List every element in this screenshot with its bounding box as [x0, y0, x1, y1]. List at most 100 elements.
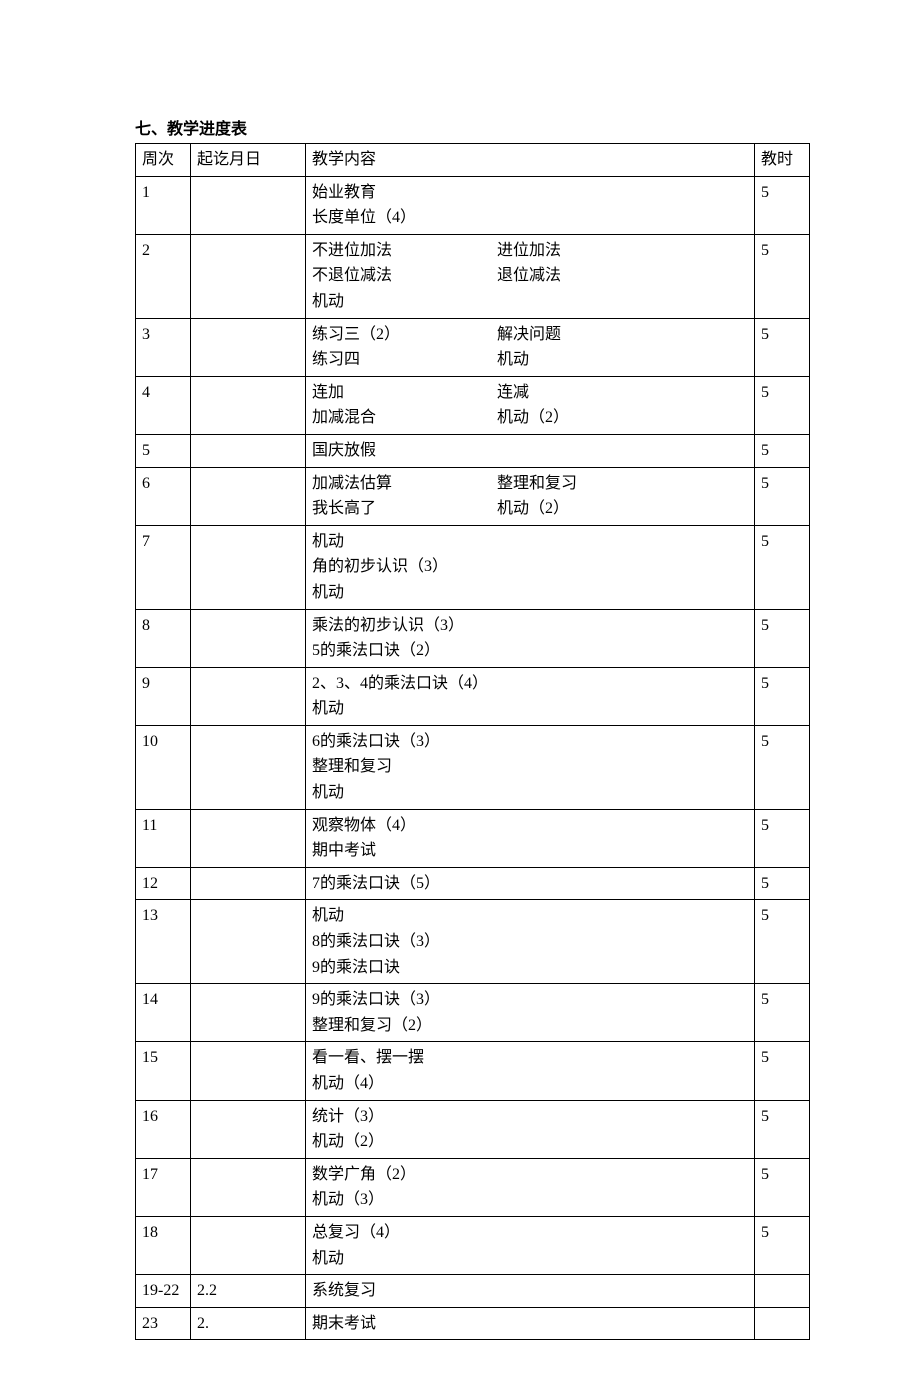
- cell-week: 18: [136, 1216, 191, 1274]
- table-row: 127的乘法口诀（5）5: [136, 867, 810, 900]
- cell-week: 15: [136, 1042, 191, 1100]
- content-line: 总复习（4）: [312, 1220, 748, 1246]
- content-left: 期末考试: [312, 1311, 497, 1337]
- cell-hours: 5: [755, 1100, 810, 1158]
- content-left: 机动（3）: [312, 1187, 497, 1213]
- cell-date: [191, 984, 306, 1042]
- content-line: 9的乘法口诀（3）: [312, 987, 748, 1013]
- content-line: 不进位加法进位加法: [312, 238, 748, 264]
- content-line: 机动: [312, 289, 748, 315]
- content-right: 解决问题: [497, 322, 748, 348]
- cell-hours: 5: [755, 900, 810, 984]
- cell-content: 加减法估算整理和复习我长高了机动（2）: [306, 467, 755, 525]
- content-line: 加减混合机动（2）: [312, 405, 748, 431]
- content-line: 8的乘法口诀（3）: [312, 929, 748, 955]
- content-left: 9的乘法口诀（3）: [312, 987, 497, 1013]
- cell-content: 机动角的初步认识（3）机动: [306, 525, 755, 609]
- content-line: 整理和复习（2）: [312, 1013, 748, 1039]
- content-left: 总复习（4）: [312, 1220, 497, 1246]
- table-row: 15看一看、摆一摆机动（4）5: [136, 1042, 810, 1100]
- content-left: 整理和复习: [312, 754, 497, 780]
- content-left: 机动: [312, 903, 497, 929]
- content-line: 机动（4）: [312, 1071, 748, 1097]
- cell-content: 观察物体（4）期中考试: [306, 809, 755, 867]
- cell-hours: 5: [755, 176, 810, 234]
- cell-content: 6的乘法口诀（3）整理和复习机动: [306, 725, 755, 809]
- cell-week: 11: [136, 809, 191, 867]
- content-left: 机动: [312, 529, 497, 555]
- header-week: 周次: [136, 144, 191, 177]
- cell-date: [191, 467, 306, 525]
- cell-week: 13: [136, 900, 191, 984]
- cell-date: [191, 609, 306, 667]
- table-row: 106的乘法口诀（3）整理和复习机动5: [136, 725, 810, 809]
- content-line: 国庆放假: [312, 438, 748, 464]
- content-left: 机动（4）: [312, 1071, 497, 1097]
- content-line: 6的乘法口诀（3）: [312, 729, 748, 755]
- content-left: 7的乘法口诀（5）: [312, 871, 497, 897]
- content-line: 期末考试: [312, 1311, 748, 1337]
- cell-hours: 5: [755, 809, 810, 867]
- table-row: 7 机动角的初步认识（3）机动5: [136, 525, 810, 609]
- header-content: 教学内容: [306, 144, 755, 177]
- cell-date: [191, 434, 306, 467]
- cell-hours: 5: [755, 234, 810, 318]
- content-left: 机动: [312, 289, 497, 315]
- content-line: 练习四机动: [312, 347, 748, 373]
- content-left: 机动: [312, 1246, 497, 1272]
- cell-content: 系统复习: [306, 1275, 755, 1308]
- content-left: 6的乘法口诀（3）: [312, 729, 497, 755]
- header-date: 起讫月日: [191, 144, 306, 177]
- cell-date: [191, 525, 306, 609]
- content-line: 5的乘法口诀（2）: [312, 638, 748, 664]
- content-right: 退位减法: [497, 263, 748, 289]
- cell-week: 5: [136, 434, 191, 467]
- cell-date: [191, 1042, 306, 1100]
- content-line: 期中考试: [312, 838, 748, 864]
- cell-content: 不进位加法进位加法不退位减法退位减法机动: [306, 234, 755, 318]
- content-line: 连加连减: [312, 380, 748, 406]
- cell-date: [191, 809, 306, 867]
- content-line: 系统复习: [312, 1278, 748, 1304]
- cell-hours: 5: [755, 467, 810, 525]
- cell-week: 7: [136, 525, 191, 609]
- cell-hours: 5: [755, 1158, 810, 1216]
- cell-date: 2.: [191, 1307, 306, 1340]
- content-line: 2、3、4的乘法口诀（4）: [312, 671, 748, 697]
- content-line: 角的初步认识（3）: [312, 554, 748, 580]
- cell-week: 10: [136, 725, 191, 809]
- content-left: 机动: [312, 696, 497, 722]
- content-left: 观察物体（4）: [312, 813, 497, 839]
- content-line: 不退位减法退位减法: [312, 263, 748, 289]
- content-right: 机动（2）: [497, 405, 748, 431]
- cell-date: [191, 900, 306, 984]
- table-row: 17数学广角（2）机动（3）5: [136, 1158, 810, 1216]
- content-left: 看一看、摆一摆: [312, 1045, 497, 1071]
- table-row: 6加减法估算整理和复习我长高了机动（2）5: [136, 467, 810, 525]
- content-line: 整理和复习: [312, 754, 748, 780]
- cell-hours: 5: [755, 434, 810, 467]
- content-right: 机动（2）: [497, 496, 748, 522]
- content-line: 机动: [312, 1246, 748, 1272]
- cell-content: 始业教育长度单位（4）: [306, 176, 755, 234]
- cell-week: 17: [136, 1158, 191, 1216]
- table-row: 5 国庆放假 5: [136, 434, 810, 467]
- cell-hours: 5: [755, 867, 810, 900]
- content-left: 不退位减法: [312, 263, 497, 289]
- table-row: 11观察物体（4）期中考试5: [136, 809, 810, 867]
- content-left: 机动（2）: [312, 1129, 497, 1155]
- cell-hours: 5: [755, 984, 810, 1042]
- cell-hours: [755, 1275, 810, 1308]
- cell-date: [191, 234, 306, 318]
- cell-hours: 5: [755, 667, 810, 725]
- cell-date: [191, 867, 306, 900]
- table-row: 92、3、4的乘法口诀（4）机动5: [136, 667, 810, 725]
- table-row: 19-222.2系统复习: [136, 1275, 810, 1308]
- cell-content: 期末考试: [306, 1307, 755, 1340]
- header-hours: 教时: [755, 144, 810, 177]
- cell-hours: [755, 1307, 810, 1340]
- cell-date: [191, 318, 306, 376]
- cell-hours: 5: [755, 525, 810, 609]
- content-left: 统计（3）: [312, 1104, 497, 1130]
- cell-date: [191, 1158, 306, 1216]
